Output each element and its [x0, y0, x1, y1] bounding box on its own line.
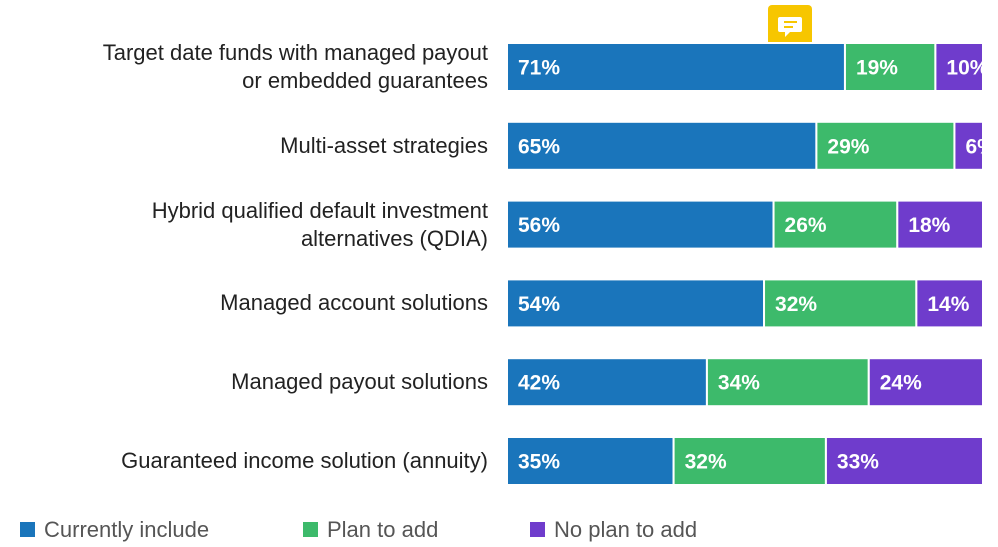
category-label: Guaranteed income solution (annuity) — [121, 448, 488, 473]
bar-segment — [934, 42, 985, 92]
legend-swatch — [303, 522, 318, 537]
value-label: 42% — [518, 372, 560, 395]
bar-segment — [506, 42, 846, 92]
value-label: 18% — [908, 214, 950, 237]
value-label: 29% — [827, 135, 869, 158]
value-label: 6% — [965, 135, 996, 158]
value-label: 24% — [880, 372, 922, 395]
value-label: 71% — [518, 57, 560, 80]
value-label: 10% — [946, 57, 988, 80]
category-label: Hybrid qualified default investment alte… — [151, 197, 488, 251]
bar-segment — [953, 120, 985, 171]
bar-segment — [772, 199, 899, 250]
bar-segment — [705, 357, 870, 408]
value-label: 33% — [837, 451, 879, 474]
category-label: Target date funds with managed payout or… — [102, 40, 488, 93]
value-label: 56% — [518, 214, 560, 237]
bar-segment — [506, 120, 818, 171]
bar-segment — [672, 436, 827, 486]
bar-segment — [506, 357, 708, 408]
legend-label: Currently include — [44, 517, 209, 542]
bar-segment — [915, 278, 984, 329]
bar-segment — [506, 278, 766, 329]
value-label: 14% — [927, 293, 969, 316]
value-label: 54% — [518, 293, 560, 316]
comment-icon[interactable] — [768, 5, 812, 48]
bar-segment — [896, 199, 985, 250]
bar-segment — [824, 436, 984, 486]
category-label: Multi-asset strategies — [280, 132, 488, 158]
value-label: 32% — [685, 451, 727, 474]
value-label: 26% — [785, 214, 827, 237]
legend-label: Plan to add — [327, 517, 438, 542]
bar-segment — [506, 436, 675, 486]
value-label: 34% — [718, 372, 760, 395]
legend-swatch — [20, 522, 35, 537]
category-label: Managed account solutions — [220, 290, 488, 316]
category-label: Managed payout solutions — [231, 369, 488, 395]
bar-segment — [867, 357, 985, 408]
legend-swatch — [530, 522, 545, 537]
legend-label: No plan to add — [554, 517, 697, 542]
bar-segment — [843, 42, 937, 92]
bar-segment — [815, 120, 956, 171]
value-label: 19% — [856, 57, 898, 80]
value-label: 32% — [775, 293, 817, 316]
value-label: 35% — [518, 451, 560, 474]
value-label: 65% — [518, 135, 560, 158]
